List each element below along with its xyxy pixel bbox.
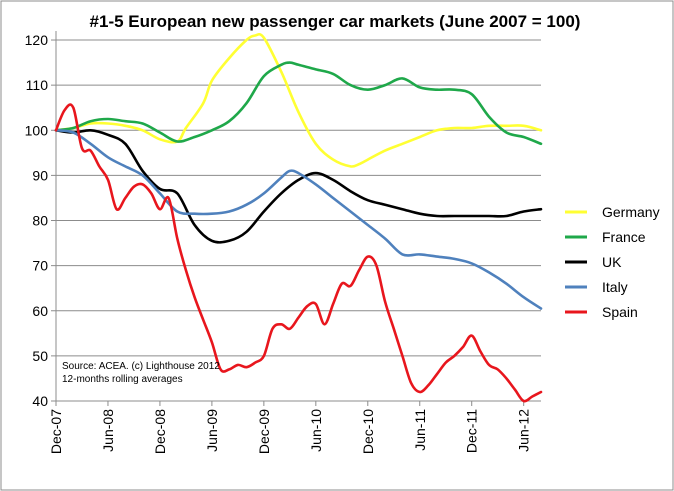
x-tick-label: Dec-11	[464, 409, 480, 453]
series-line-uk	[54, 128, 543, 244]
series-line-france	[54, 61, 543, 146]
y-tick-label: 70	[32, 258, 48, 274]
legend-label-spain: Spain	[602, 304, 638, 320]
y-tick-label: 120	[25, 32, 49, 48]
x-tick-label: Dec-09	[256, 409, 272, 454]
chart-title: #1-5 European new passenger car markets …	[90, 12, 581, 31]
source-annotation: Source: ACEA. (c) Lighthouse 2012 12-mon…	[62, 361, 220, 385]
y-tick-label: 110	[26, 77, 49, 93]
x-tick-label: Jun-11	[412, 409, 428, 451]
series-line-spain	[54, 103, 543, 403]
x-tick-label: Dec-07	[48, 409, 64, 454]
legend-label-italy: Italy	[602, 279, 628, 295]
y-tick-label: 80	[32, 213, 48, 229]
x-tick-label: Jun-09	[204, 409, 220, 452]
y-tick-label: 40	[32, 393, 48, 409]
legend-label-germany: Germany	[602, 204, 660, 220]
series-line-germany	[54, 32, 543, 168]
x-axis-ticks: Dec-07 Jun-08 Dec-08 Jun-09 Dec-09 Jun-10 Dec-…	[48, 401, 532, 454]
y-axis-ticks: 40 50 60 70 80 90 100 110 120	[25, 32, 56, 409]
series-line-italy	[54, 129, 543, 310]
x-tick-label: Dec-10	[360, 409, 376, 454]
x-tick-label: Jun-12	[516, 409, 532, 452]
legend: Germany France UK Italy Spain	[565, 204, 660, 320]
y-tick-label: 50	[32, 348, 48, 364]
gridlines	[56, 39, 541, 357]
axes	[55, 31, 541, 402]
x-tick-label: Dec-08	[152, 409, 168, 454]
legend-label-uk: UK	[602, 254, 622, 270]
y-tick-label: 100	[25, 122, 49, 138]
y-tick-label: 60	[32, 303, 48, 319]
legend-label-france: France	[602, 229, 646, 245]
annotation-line-2: 12-months rolling averages	[62, 374, 183, 385]
annotation-line-1: Source: ACEA. (c) Lighthouse 2012	[62, 361, 220, 372]
x-tick-label: Jun-10	[308, 409, 324, 452]
series-lines	[54, 32, 543, 403]
x-tick-label: Jun-08	[100, 409, 116, 452]
y-tick-label: 90	[32, 167, 48, 183]
